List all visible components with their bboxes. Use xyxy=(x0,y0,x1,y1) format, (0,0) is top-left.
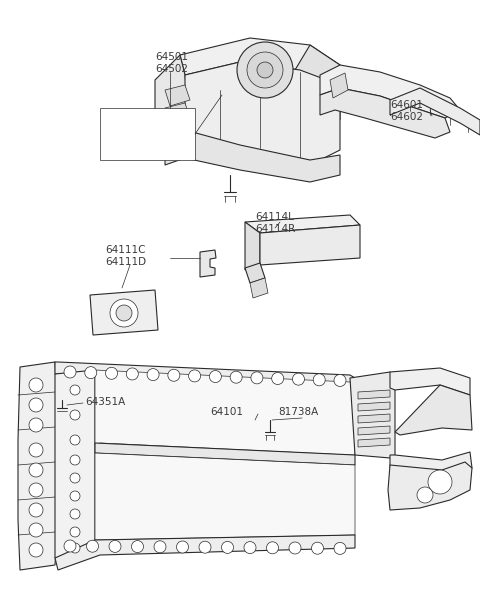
Circle shape xyxy=(417,487,433,503)
Polygon shape xyxy=(185,62,340,165)
Circle shape xyxy=(29,418,43,432)
Polygon shape xyxy=(388,462,472,510)
Polygon shape xyxy=(18,362,58,570)
Circle shape xyxy=(237,42,293,98)
Polygon shape xyxy=(165,130,340,182)
Circle shape xyxy=(272,373,284,385)
Text: 64114L
64114R: 64114L 64114R xyxy=(255,212,295,235)
Polygon shape xyxy=(165,103,190,124)
Circle shape xyxy=(29,463,43,477)
Circle shape xyxy=(29,523,43,537)
Text: 64351A: 64351A xyxy=(85,397,125,407)
Circle shape xyxy=(29,483,43,497)
Circle shape xyxy=(70,410,80,420)
Circle shape xyxy=(266,542,278,554)
Circle shape xyxy=(70,543,80,553)
Circle shape xyxy=(230,371,242,383)
Polygon shape xyxy=(100,108,195,160)
Circle shape xyxy=(177,541,189,553)
Circle shape xyxy=(64,366,76,378)
Circle shape xyxy=(110,299,138,327)
Circle shape xyxy=(29,443,43,457)
Circle shape xyxy=(70,509,80,519)
Circle shape xyxy=(209,371,221,382)
Polygon shape xyxy=(245,263,265,283)
Polygon shape xyxy=(200,250,216,277)
Text: 64601
64602: 64601 64602 xyxy=(390,100,423,122)
Polygon shape xyxy=(350,372,395,458)
Circle shape xyxy=(251,372,263,384)
Circle shape xyxy=(221,541,233,554)
Circle shape xyxy=(86,540,98,552)
Polygon shape xyxy=(90,290,158,335)
Circle shape xyxy=(109,540,121,552)
Polygon shape xyxy=(250,278,268,298)
Polygon shape xyxy=(358,414,390,423)
Circle shape xyxy=(132,541,144,552)
Circle shape xyxy=(64,540,76,552)
Polygon shape xyxy=(55,535,355,570)
Circle shape xyxy=(312,542,324,554)
Circle shape xyxy=(147,368,159,380)
Polygon shape xyxy=(358,390,390,399)
Circle shape xyxy=(29,378,43,392)
Polygon shape xyxy=(390,88,480,135)
Circle shape xyxy=(70,385,80,395)
Circle shape xyxy=(29,503,43,517)
Text: 81738A: 81738A xyxy=(278,407,318,417)
Circle shape xyxy=(428,470,452,494)
Polygon shape xyxy=(95,370,355,455)
Text: 64101: 64101 xyxy=(210,407,243,417)
Circle shape xyxy=(199,541,211,553)
Circle shape xyxy=(168,369,180,381)
Circle shape xyxy=(247,52,283,88)
Circle shape xyxy=(29,543,43,557)
Circle shape xyxy=(126,368,138,380)
Polygon shape xyxy=(260,225,360,265)
Circle shape xyxy=(189,370,201,382)
Polygon shape xyxy=(55,370,95,558)
Circle shape xyxy=(257,62,273,78)
Circle shape xyxy=(334,374,346,387)
Text: 64111C
64111D: 64111C 64111D xyxy=(105,245,146,267)
Circle shape xyxy=(85,367,97,379)
Circle shape xyxy=(106,367,118,379)
Polygon shape xyxy=(95,443,355,465)
Circle shape xyxy=(70,527,80,537)
Polygon shape xyxy=(165,85,190,106)
Circle shape xyxy=(70,455,80,465)
Polygon shape xyxy=(358,426,390,435)
Polygon shape xyxy=(390,368,470,395)
Polygon shape xyxy=(280,45,340,120)
Circle shape xyxy=(154,541,166,553)
Polygon shape xyxy=(358,438,390,447)
Polygon shape xyxy=(55,362,355,390)
Circle shape xyxy=(244,541,256,554)
Polygon shape xyxy=(155,55,190,140)
Text: 64501
64502: 64501 64502 xyxy=(155,52,188,74)
Circle shape xyxy=(70,435,80,445)
Circle shape xyxy=(292,373,304,385)
Polygon shape xyxy=(95,453,355,540)
Polygon shape xyxy=(395,385,472,435)
Polygon shape xyxy=(180,38,340,85)
Polygon shape xyxy=(245,222,260,270)
Polygon shape xyxy=(358,402,390,411)
Polygon shape xyxy=(390,452,472,475)
Circle shape xyxy=(29,398,43,412)
Circle shape xyxy=(116,305,132,321)
Circle shape xyxy=(70,491,80,501)
Circle shape xyxy=(289,542,301,554)
Circle shape xyxy=(70,473,80,483)
Polygon shape xyxy=(320,88,450,138)
Circle shape xyxy=(313,374,325,386)
Polygon shape xyxy=(245,215,360,233)
Circle shape xyxy=(334,543,346,554)
Polygon shape xyxy=(330,73,348,98)
Polygon shape xyxy=(320,65,460,118)
